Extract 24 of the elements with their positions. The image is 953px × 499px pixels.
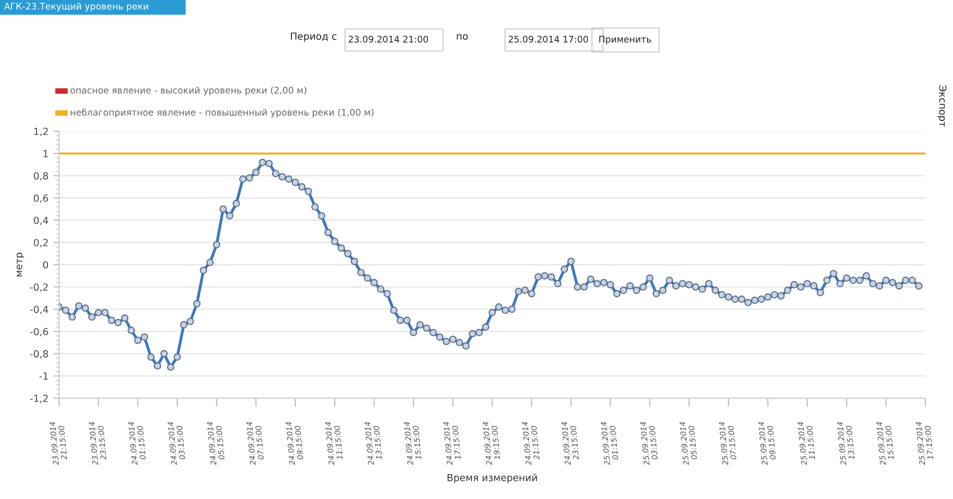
y-tick-label: -0,8 — [30, 350, 48, 359]
y-tick-label: 0,4 — [34, 216, 48, 226]
y-tick-label: 0 — [43, 261, 48, 269]
y-tick-label: -1,2 — [30, 394, 48, 404]
y-tick-label: 0,2 — [34, 238, 48, 248]
text: по — [456, 34, 468, 40]
chart-title: АГК-23.Текущий уровень реки — [4, 2, 148, 12]
y-tick-label: 0,6 — [34, 194, 48, 203]
text: 23.09.2014 21:00 — [348, 36, 428, 43]
y-tick-label: 1 — [44, 150, 48, 158]
text: Экспорт — [937, 86, 947, 127]
y-tick-label: -0,2 — [30, 283, 48, 292]
text: 25.09.2014 17:00 — [508, 36, 588, 43]
y-tick-label: -1 — [39, 372, 48, 380]
y-tick-label: 1,2 — [34, 128, 48, 136]
y-tick-label: -0,6 — [30, 328, 48, 336]
text: Применить — [599, 36, 652, 44]
legend-label: неблагоприятное явление - повышенный уровень реки (1,00 м) — [70, 108, 374, 118]
text: опасное явление - высокий уровень реки (2,00 м) — [70, 86, 306, 96]
y-axis-title: метр — [16, 252, 24, 276]
y-tick-label: -0,4 — [30, 306, 48, 314]
y-tick-label: 0,8 — [34, 172, 48, 181]
text: Период с — [290, 32, 336, 42]
x-axis-title: Время измерений — [448, 474, 537, 484]
